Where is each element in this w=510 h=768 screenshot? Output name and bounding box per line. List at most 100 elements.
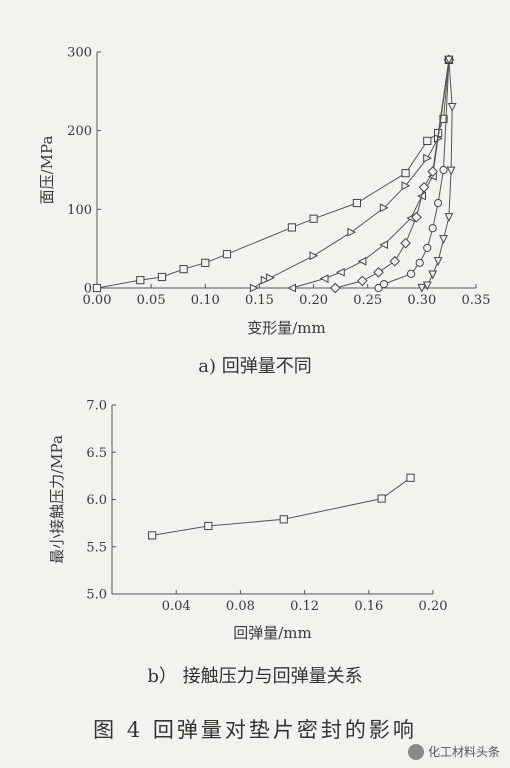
series-2 xyxy=(249,55,454,293)
data-point xyxy=(309,214,318,223)
data-point xyxy=(423,136,432,145)
data-point xyxy=(377,494,386,503)
y-tick-label: 5.5 xyxy=(86,540,107,555)
data-point xyxy=(222,250,232,259)
y-axis-label: 面压/MPa xyxy=(38,136,56,205)
x-tick-label: 0.35 xyxy=(462,293,491,308)
series-line xyxy=(378,59,450,289)
data-point xyxy=(249,283,259,293)
data-point xyxy=(287,283,297,293)
watermark-text: 化工材料头条 xyxy=(427,745,500,759)
data-point xyxy=(287,223,297,232)
x-tick-label: 0.15 xyxy=(245,293,274,308)
data-point xyxy=(309,251,319,261)
chart-a-caption: a) 回弹量不同 xyxy=(198,356,312,377)
x-tick-label: 0.16 xyxy=(354,599,383,614)
series-4 xyxy=(329,54,455,294)
data-point xyxy=(447,102,457,112)
data-point xyxy=(401,169,410,178)
x-tick-label: 0.30 xyxy=(407,293,436,308)
data-point xyxy=(373,266,384,278)
x-tick-label: 0.10 xyxy=(191,293,220,308)
data-point xyxy=(379,240,389,250)
x-tick-label: 0.04 xyxy=(162,599,191,614)
chart-a: 0.00 0.05 0.10 0.15 0.20 0.25 0.30 0.35 0 100 200 3… xyxy=(38,46,490,338)
x-tick-label: 0.20 xyxy=(299,293,328,308)
data-point xyxy=(418,181,430,193)
data-point xyxy=(433,257,443,266)
y-tick-label: 200 xyxy=(67,124,92,139)
y-tick-label: 300 xyxy=(67,46,92,61)
data-point xyxy=(352,198,361,208)
x-axis-label: 回弹量/mm xyxy=(233,624,312,642)
data-point xyxy=(92,283,102,293)
data-point xyxy=(335,267,345,277)
x-tick-label: 0.20 xyxy=(419,599,448,614)
y-tick-label: 6.0 xyxy=(86,493,107,508)
series-5 xyxy=(374,55,454,293)
data-point xyxy=(136,276,145,285)
data-point xyxy=(406,269,416,278)
x-tick-label: 0.05 xyxy=(137,293,166,308)
series-1 xyxy=(148,473,415,540)
y-tick-label: 6.5 xyxy=(86,446,107,461)
data-point xyxy=(266,273,275,283)
data-point xyxy=(423,243,432,252)
data-point xyxy=(422,281,432,291)
data-point xyxy=(417,283,427,293)
y-tick-label: 7.0 xyxy=(86,399,107,414)
data-point xyxy=(446,166,456,176)
data-point xyxy=(329,282,341,294)
data-point xyxy=(411,211,422,223)
data-point xyxy=(401,181,411,191)
x-tick-label: 0.25 xyxy=(353,293,382,308)
data-point xyxy=(427,166,438,177)
series-line xyxy=(96,59,450,289)
x-tick-label: 0.08 xyxy=(226,599,255,614)
data-point xyxy=(400,237,411,249)
data-point xyxy=(179,265,188,274)
series-line xyxy=(152,477,411,536)
series-line xyxy=(253,59,450,289)
data-point xyxy=(148,531,157,540)
watermark: 化工材料头条 xyxy=(407,743,500,760)
chart-b: 0.04 0.08 0.12 0.16 0.20 5.0 5.5 6.0 6.5 7.0 回弹量/m… xyxy=(48,399,447,643)
data-point xyxy=(444,213,454,222)
data-point xyxy=(428,270,438,280)
data-point xyxy=(260,275,270,285)
data-point xyxy=(374,283,383,293)
data-point xyxy=(415,258,424,267)
data-point xyxy=(428,224,437,233)
y-tick-label: 0 xyxy=(84,282,92,297)
data-point xyxy=(356,275,368,287)
data-point xyxy=(204,521,213,531)
data-point xyxy=(157,272,167,282)
data-point xyxy=(439,165,448,175)
data-point xyxy=(423,153,432,163)
data-point xyxy=(357,256,367,266)
x-tick-label: 0.12 xyxy=(290,599,319,614)
series-1 xyxy=(92,55,454,293)
y-axis-label: 最小接触压力/MPa xyxy=(48,435,66,564)
y-tick-label: 5.0 xyxy=(86,588,107,603)
data-point xyxy=(434,198,443,208)
figure-caption: 图 4 回弹量对垫片密封的影响 xyxy=(93,718,417,742)
y-tick-label: 100 xyxy=(67,203,92,218)
data-point xyxy=(319,274,329,283)
data-point xyxy=(406,473,415,482)
data-point xyxy=(439,235,448,244)
data-point xyxy=(347,227,357,237)
data-point xyxy=(379,203,389,213)
series-line xyxy=(291,59,450,289)
data-point xyxy=(279,515,288,524)
data-point xyxy=(379,279,389,289)
data-point xyxy=(389,255,401,267)
x-tick-label: 0.00 xyxy=(83,293,112,308)
chart-b-caption: b） 接触压力与回弹量关系 xyxy=(147,666,363,687)
wechat-logo-icon xyxy=(407,743,424,760)
data-point xyxy=(444,55,454,65)
x-axis-label: 变形量/mm xyxy=(247,319,326,337)
series-6 xyxy=(417,55,457,293)
data-point xyxy=(201,258,210,267)
